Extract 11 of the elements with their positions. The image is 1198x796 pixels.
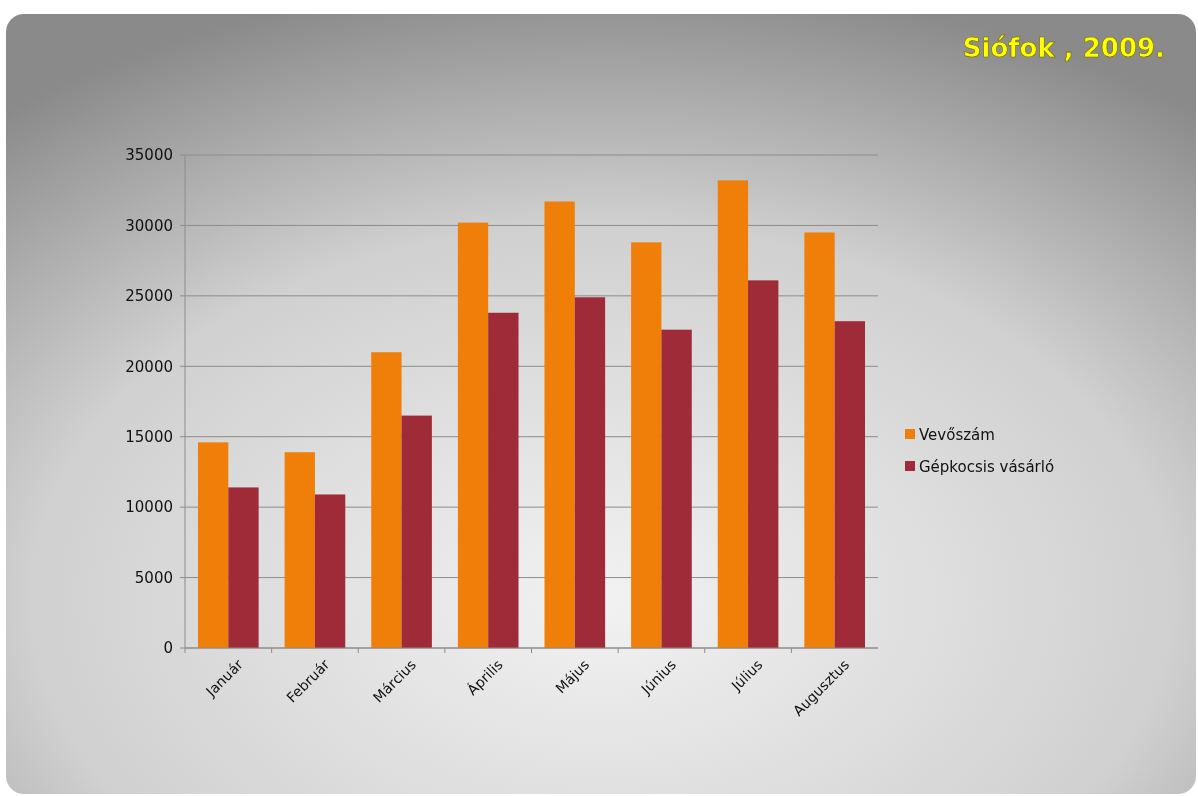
y-tick-label: 30000 [125, 216, 173, 235]
y-tick-label: 25000 [125, 287, 173, 306]
y-tick-label: 15000 [125, 427, 173, 446]
y-tick-label: 5000 [134, 568, 173, 587]
text: Siófok , 2009. [962, 33, 1165, 63]
y-tick-label: 35000 [125, 146, 173, 165]
y-tick-label: 0 [163, 639, 173, 658]
legend-label: Vevőszám [919, 426, 995, 445]
y-tick-label: 20000 [125, 357, 173, 376]
y-tick-label: 10000 [125, 498, 173, 517]
legend-label: Gépkocsis vásárló [919, 458, 1055, 477]
